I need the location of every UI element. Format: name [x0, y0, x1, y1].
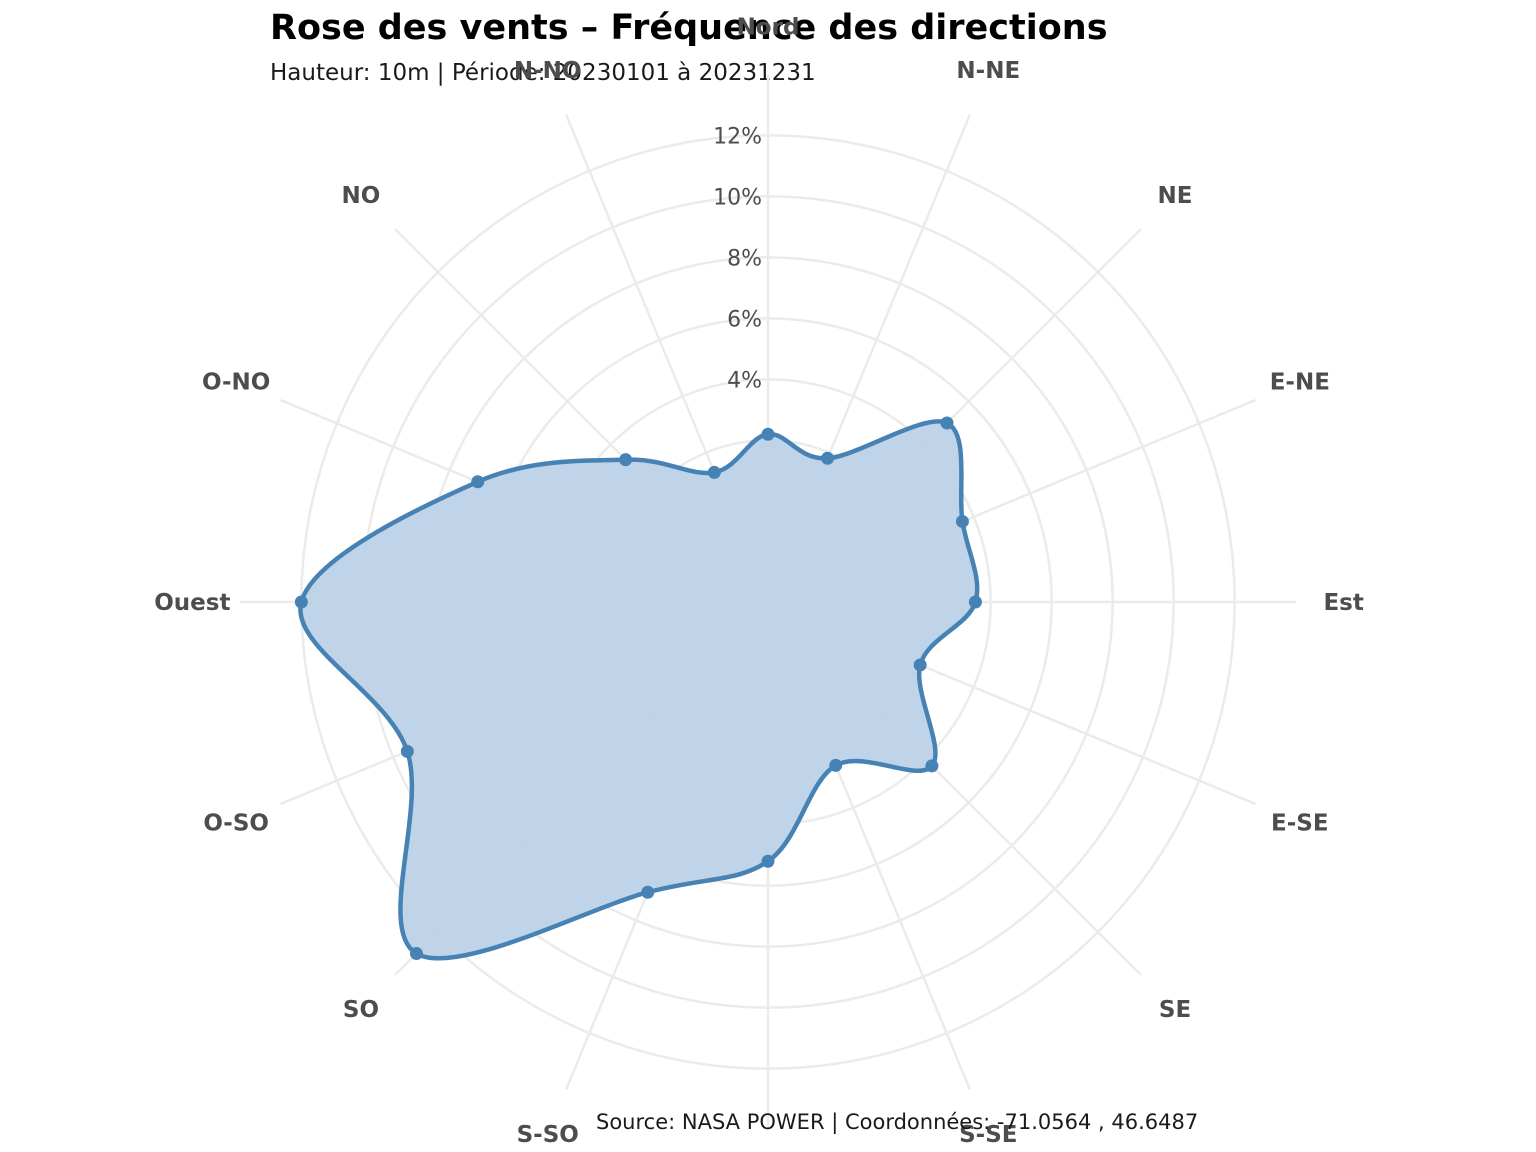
data-point-1 — [761, 427, 775, 441]
data-point-14 — [471, 475, 485, 489]
data-point-3 — [940, 416, 954, 430]
direction-label-2: N-NE — [956, 58, 1020, 84]
direction-label-3: NE — [1158, 183, 1193, 209]
direction-label-4: E-NE — [1270, 370, 1330, 396]
data-point-16 — [707, 465, 721, 479]
direction-label-7: SE — [1159, 997, 1191, 1023]
data-point-5 — [968, 595, 982, 609]
chart-title: Rose des vents – Fréquence des direction… — [270, 8, 1108, 48]
data-point-13 — [294, 595, 308, 609]
radial-tick-label: 8% — [727, 246, 762, 271]
chart-subtitle: Hauteur: 10m | Période: 20230101 à 20231… — [270, 60, 816, 86]
direction-label-8: S-SE — [959, 1122, 1017, 1148]
data-point-4 — [955, 514, 969, 528]
direction-label-11: SO — [343, 997, 379, 1023]
direction-label-14: O-NO — [202, 370, 270, 396]
data-point-11 — [409, 947, 423, 961]
direction-label-13: Ouest — [154, 590, 230, 616]
radial-tick-label: 12% — [713, 124, 762, 149]
data-layer — [294, 416, 982, 961]
radial-tick-label: 10% — [713, 185, 762, 210]
radial-tick-label: 4% — [727, 368, 762, 393]
direction-label-1: Nord — [737, 14, 800, 40]
data-point-6 — [913, 658, 927, 672]
direction-label-6: E-SE — [1271, 810, 1329, 836]
direction-label-5: Est — [1323, 590, 1363, 616]
direction-label-16: N-NO — [514, 58, 582, 84]
direction-label-15: NO — [342, 183, 381, 209]
data-point-2 — [821, 451, 835, 465]
data-point-10 — [641, 885, 655, 899]
data-point-12 — [400, 744, 414, 758]
data-point-15 — [619, 453, 633, 467]
direction-label-12: O-SO — [203, 810, 269, 836]
data-point-8 — [829, 758, 843, 772]
chart-caption: Source: NASA POWER | Coordonnées: -71.05… — [596, 1110, 1199, 1134]
data-point-9 — [761, 854, 775, 868]
label-layer: 4%6%8%10%12%NordN-NENEE-NEEstE-SESES-SES… — [154, 14, 1364, 1148]
direction-label-10: S-SO — [517, 1122, 579, 1148]
data-point-7 — [925, 759, 939, 773]
radial-tick-label: 6% — [727, 307, 762, 332]
series-area — [300, 421, 978, 959]
